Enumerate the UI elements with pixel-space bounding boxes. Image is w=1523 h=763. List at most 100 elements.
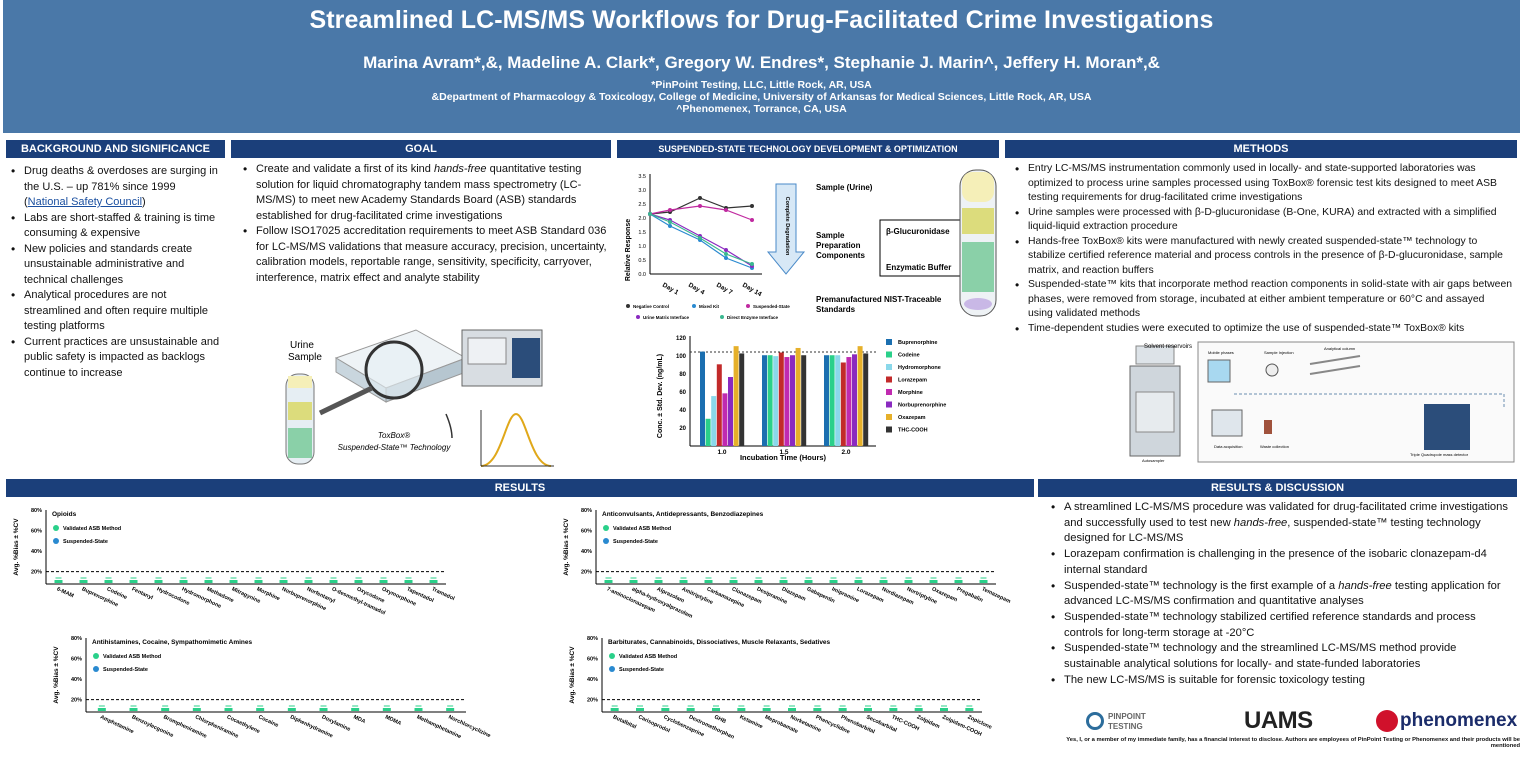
bar-chart-xtick: 1.0: [717, 449, 726, 456]
bar: [722, 393, 728, 446]
national-safety-council-link[interactable]: National Safety Council: [27, 196, 143, 208]
bar: [733, 346, 739, 446]
results-chart-title: Antihistamines, Cocaine, Sympathomimetic…: [92, 639, 253, 646]
line-legend-label: Direct Enzyme Interface: [727, 315, 779, 320]
results-bar-validated: [192, 708, 201, 711]
line-chart-series: [648, 196, 754, 270]
results-legend-marker: [93, 653, 99, 659]
results-chart-ytick: 60%: [581, 529, 592, 535]
results-bar-validated: [229, 580, 238, 583]
results-chart-title: Barbiturates, Cannabinoids, Dissociative…: [608, 639, 831, 646]
bar-legend-swatch: [886, 426, 892, 433]
results-chart-ytick: 60%: [587, 657, 598, 663]
bar: [700, 351, 705, 446]
results-legend-marker: [603, 525, 609, 531]
discussion-item: Lorazepam confirmation is challenging in…: [1048, 547, 1514, 578]
goal-item: Create and validate a first of its kind …: [240, 162, 608, 224]
bar: [705, 418, 711, 446]
methods-item: Time-dependent studies were executed to …: [1012, 322, 1512, 337]
bar-legend-label: Buprenorphine: [898, 340, 937, 346]
results-bar-validated: [351, 708, 360, 711]
line-chart-ytick: 2.5: [638, 202, 646, 208]
results-bar-validated: [404, 580, 413, 583]
line-series-point: [698, 196, 702, 200]
results-bar-validated: [879, 580, 888, 583]
line-chart-ytick: 1.0: [638, 244, 646, 250]
results-bar-validated: [319, 708, 328, 711]
lcms-instrument-diagram: Solvent reservoirs Mobile phases Sample …: [1124, 338, 1518, 464]
diagram-label: Data acquisition: [1214, 444, 1242, 449]
results-bar-validated: [712, 708, 720, 711]
results-chart-ytick: 40%: [587, 677, 598, 683]
diagram-label: Analytical column: [1324, 346, 1355, 351]
results-bar-validated: [889, 708, 898, 711]
results-bar-validated: [610, 708, 619, 711]
tube-label-glucuronidase: β-Glucuronidase: [886, 227, 950, 236]
results-bar-validated: [54, 580, 63, 583]
line-series-point: [698, 204, 702, 208]
results-category-label: Butalbital: [612, 714, 638, 730]
line-series-point: [724, 256, 728, 260]
bar: [857, 346, 863, 446]
methods-item: Urine samples were processed with β-D-gl…: [1012, 206, 1512, 235]
results-legend-marker: [609, 653, 615, 659]
line-series-point: [750, 262, 754, 266]
bar-legend-label: Lorazepam: [898, 378, 927, 384]
results-bar-validated: [224, 708, 233, 711]
results-legend-label: Validated ASB Method: [619, 654, 677, 660]
line-chart-ytick: 3.0: [638, 188, 646, 194]
results-legend-label: Validated ASB Method: [103, 654, 161, 660]
line-chart-xticks: Day 1 Day 4 Day 7 Day 14: [661, 282, 763, 299]
affiliations: *PinPoint Testing, LLC, Little Rock, AR,…: [3, 79, 1520, 115]
bar-chart-ytick: 120: [676, 336, 687, 342]
bar-legend-swatch: [886, 364, 892, 370]
affiliation-2: &Department of Pharmacology & Toxicology…: [431, 91, 1092, 103]
diagram-label: Mobile phases: [1208, 350, 1234, 355]
line-series-point: [698, 236, 702, 240]
results-category-label: Ketamine: [738, 714, 763, 730]
results-category-label: GHB: [713, 714, 727, 725]
results-chart-ytick: 20%: [31, 570, 42, 576]
results-category-label: Lorazepam: [856, 586, 885, 604]
bar-legend-swatch: [886, 351, 892, 358]
results-bar-validated: [79, 580, 88, 583]
bar-chart-ytick: 80: [679, 372, 686, 378]
results-bar-validated: [686, 708, 695, 711]
results-bar-validated: [779, 580, 788, 583]
bar-chart-ylabel: Conc. ± Std. Dev. (ng/mL): [657, 354, 664, 438]
methods-item: Suspended-state™ kits that incorporate m…: [1012, 278, 1512, 322]
results-bar-validated: [604, 580, 613, 583]
results-bar-validated: [287, 708, 296, 711]
line-chart-xtick: Day 1: [661, 282, 680, 297]
results-chart-ylabel: Avg. %Bias ± %CV: [13, 518, 20, 576]
bar-legend-swatch: [886, 376, 892, 383]
line-chart-ytick: 2.0: [638, 216, 646, 222]
bar-legend-swatch: [886, 414, 892, 420]
results-bar-validated: [965, 708, 974, 711]
methods-item: Entry LC-MS/MS instrumentation commonly …: [1012, 162, 1512, 206]
line-legend-marker: [746, 304, 750, 308]
results-bar-validated: [954, 580, 963, 583]
results-bar-validated: [838, 708, 847, 711]
results-bar-validated: [256, 708, 265, 711]
results-chart-ytick: 80%: [581, 508, 592, 514]
bar: [762, 355, 767, 446]
results-bar-validated: [636, 708, 644, 711]
results-chart-title: Anticonvulsants, Antidepressants, Benzod…: [602, 511, 764, 518]
bar: [824, 355, 829, 446]
bar-chart-legend: Buprenorphine Codeine Hydromorphone Lorazep…: [886, 339, 946, 434]
line-legend-label: Negative Control: [633, 304, 669, 309]
bar: [790, 355, 795, 446]
bar: [728, 377, 733, 446]
bar: [795, 347, 801, 446]
bar: [863, 353, 869, 446]
results-category-label: Temazepam: [981, 586, 1012, 605]
background-item: Labs are short-staffed & training is tim…: [8, 211, 220, 242]
results-bar-validated: [204, 580, 213, 583]
bar: [773, 356, 779, 446]
poster-title: Streamlined LC-MS/MS Workflows for Drug-…: [309, 6, 1214, 34]
line-legend-marker: [720, 315, 724, 319]
results-chart-ytick: 40%: [31, 549, 42, 555]
diagram-label: Waste collection: [1260, 444, 1289, 449]
results-bar-validated: [97, 708, 106, 711]
